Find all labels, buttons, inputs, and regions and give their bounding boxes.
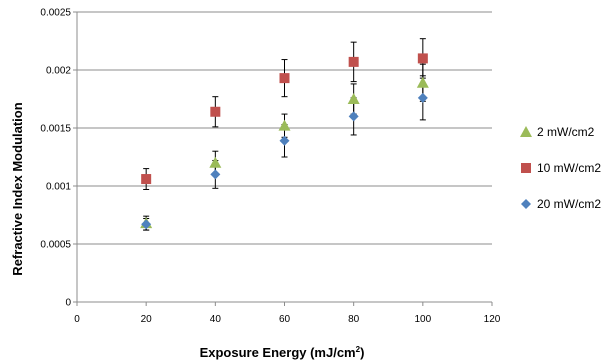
data-point-square — [141, 174, 152, 185]
legend-item: 2 mW/cm2 — [520, 125, 595, 139]
data-point-triangle — [416, 76, 429, 88]
error-bars — [143, 38, 426, 231]
x-tick-label: 60 — [279, 314, 291, 325]
data-point-square — [210, 106, 221, 117]
data-point-triangle — [209, 156, 222, 168]
data-point-diamond — [210, 169, 221, 180]
y-tick-label: 0.0025 — [40, 8, 71, 19]
data-point-diamond — [141, 219, 152, 230]
x-tick-label: 120 — [484, 314, 501, 325]
x-tick-label: 40 — [210, 314, 222, 325]
data-point-triangle — [278, 119, 291, 131]
legend-marker-triangle — [520, 126, 532, 137]
y-tick-label: 0.0005 — [40, 240, 71, 251]
x-tick-label: 80 — [348, 314, 360, 325]
data-point-square — [417, 53, 428, 64]
data-markers — [140, 53, 429, 230]
y-tick-label: 0.002 — [46, 66, 71, 77]
y-tick-label: 0.0015 — [40, 124, 71, 135]
x-tick-label: 0 — [74, 314, 80, 325]
x-tick-label: 100 — [414, 314, 431, 325]
legend-marker-diamond — [521, 199, 531, 209]
y-tick-label: 0.001 — [46, 182, 71, 193]
data-point-square — [348, 56, 359, 67]
x-tick-label: 20 — [141, 314, 153, 325]
legend-marker-square — [521, 163, 531, 173]
data-point-diamond — [417, 92, 428, 103]
data-point-triangle — [347, 93, 360, 104]
y-axis-title: Refractive Index Modulation — [10, 102, 25, 275]
data-point-diamond — [348, 111, 359, 122]
y-tick-label: 0 — [65, 298, 71, 309]
legend-item: 10 mW/cm2 — [521, 161, 601, 175]
axes: 0 0.0005 0.001 0.0015 0.002 0.0025 0 20 40 60 80 10… — [40, 8, 500, 326]
legend-label: 10 mW/cm2 — [537, 161, 601, 175]
data-point-square — [279, 73, 290, 84]
data-point-diamond — [279, 135, 290, 146]
legend-label: 2 mW/cm2 — [537, 125, 595, 139]
legend: 2 mW/cm2 10 mW/cm2 20 mW/cm2 — [520, 125, 601, 211]
legend-label: 20 mW/cm2 — [537, 197, 601, 211]
legend-item: 20 mW/cm2 — [521, 197, 601, 211]
x-axis-title: Exposure Energy (mJ/cm2) — [200, 345, 365, 360]
